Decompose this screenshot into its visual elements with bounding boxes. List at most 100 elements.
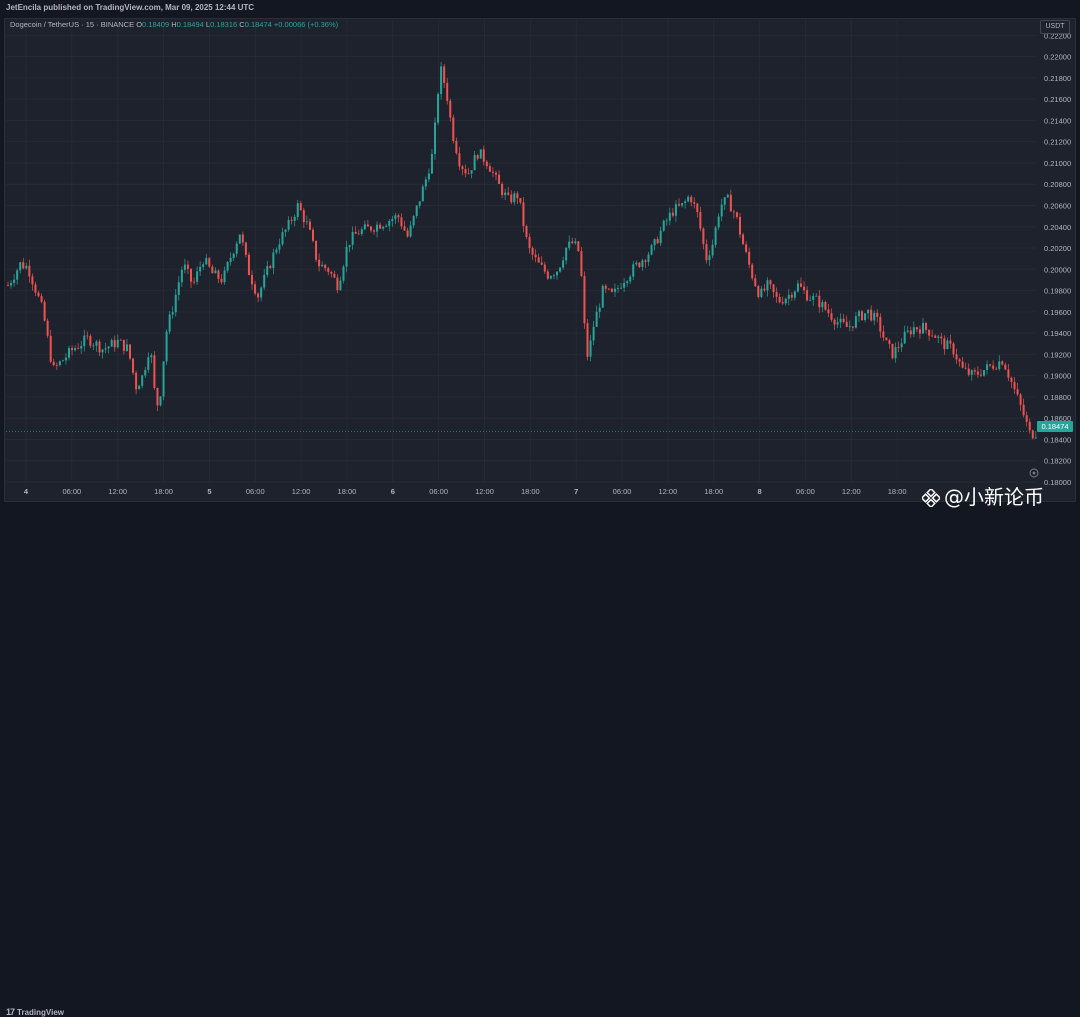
candle-body bbox=[19, 262, 22, 271]
candle-body bbox=[290, 220, 293, 221]
candle-body bbox=[882, 331, 885, 338]
candle-body bbox=[653, 239, 656, 246]
candle-body bbox=[162, 361, 165, 397]
candle-body bbox=[275, 249, 278, 253]
y-tick-label: 0.18000 bbox=[1044, 478, 1071, 487]
watermark: @小新论币 bbox=[922, 481, 1044, 510]
candle-body bbox=[592, 326, 595, 341]
candle-body bbox=[674, 204, 677, 216]
candle-body bbox=[369, 226, 372, 231]
candle-body bbox=[873, 312, 876, 321]
candle-body bbox=[650, 245, 653, 255]
candle-body bbox=[434, 122, 436, 154]
candle-body bbox=[199, 266, 202, 272]
candle-body bbox=[687, 196, 690, 202]
candle-body bbox=[312, 229, 314, 241]
settings-gear-icon[interactable] bbox=[1029, 468, 1039, 478]
candle-body bbox=[516, 193, 519, 199]
candle-body bbox=[821, 302, 824, 308]
candle-body bbox=[156, 387, 159, 406]
candle-body bbox=[491, 171, 494, 173]
candle-body bbox=[101, 349, 104, 353]
currency-button[interactable]: USDT bbox=[1040, 20, 1070, 34]
y-tick-label: 0.20400 bbox=[1044, 223, 1071, 232]
candle-body bbox=[400, 217, 403, 227]
candle-body bbox=[470, 170, 473, 174]
candle-body bbox=[754, 278, 757, 287]
candle-body bbox=[28, 265, 31, 277]
candle-body bbox=[437, 94, 440, 123]
candle-body bbox=[376, 224, 379, 232]
x-axis-labels: 4 06:00 12:00 18:00 5 06:00 12:00 18:00 6 06:00 12… bbox=[24, 487, 907, 496]
candle-body bbox=[900, 343, 903, 348]
candle-body bbox=[909, 330, 912, 335]
candle-body bbox=[202, 264, 205, 267]
legend-open-label: O bbox=[136, 20, 143, 29]
y-tick-label: 0.21800 bbox=[1044, 74, 1071, 83]
y-tick-label: 0.20000 bbox=[1044, 265, 1071, 274]
candle-body bbox=[382, 226, 385, 229]
candle-body bbox=[626, 281, 629, 284]
candle-body bbox=[415, 205, 418, 216]
x-tick-label: 18:00 bbox=[521, 487, 540, 496]
candle-body bbox=[217, 270, 220, 279]
candle-body bbox=[717, 216, 720, 228]
y-tick-label: 0.20600 bbox=[1044, 201, 1071, 210]
candle-body bbox=[107, 346, 110, 349]
candle-body bbox=[711, 244, 714, 256]
candle-body bbox=[781, 302, 784, 304]
candlestick-chart[interactable]: 0.22200 0.22000 0.21800 0.21600 0.21400 0.212… bbox=[0, 0, 1080, 520]
candle-body bbox=[705, 244, 708, 261]
candle-body bbox=[577, 241, 580, 252]
candle-body bbox=[1019, 394, 1022, 405]
candle-body bbox=[857, 311, 860, 317]
candle-body bbox=[915, 327, 918, 330]
candle-body bbox=[690, 196, 693, 203]
candle-body bbox=[793, 291, 796, 298]
candle-body bbox=[464, 169, 467, 174]
candle-body bbox=[769, 280, 772, 285]
candle-body bbox=[110, 340, 113, 347]
candle-body bbox=[360, 229, 363, 235]
y-tick-label: 0.19000 bbox=[1044, 372, 1071, 381]
candle-body bbox=[986, 364, 989, 371]
candle-body bbox=[144, 369, 147, 376]
candle-body bbox=[193, 281, 196, 283]
candle-body bbox=[296, 203, 299, 217]
candle-body bbox=[379, 224, 382, 229]
candle-body bbox=[89, 336, 92, 346]
candle-body bbox=[299, 203, 302, 211]
y-tick-label: 0.18400 bbox=[1044, 435, 1071, 444]
candle-body bbox=[440, 66, 443, 95]
candle-body bbox=[1013, 381, 1016, 390]
candle-body bbox=[83, 335, 86, 346]
x-tick-label: 12:00 bbox=[475, 487, 494, 496]
candle-body bbox=[861, 311, 863, 321]
legend: Dogecoin / TetherUS · 15 · BINANCE O0.18… bbox=[10, 20, 338, 29]
candle-body bbox=[522, 202, 525, 226]
candle-body bbox=[1031, 430, 1034, 439]
candle-body bbox=[455, 140, 458, 154]
candle-body bbox=[287, 220, 290, 230]
y-tick-label: 0.19600 bbox=[1044, 308, 1071, 317]
candle-body bbox=[510, 194, 513, 203]
candle-body bbox=[833, 319, 836, 325]
candle-body bbox=[958, 359, 961, 362]
legend-low-label: L bbox=[205, 20, 211, 29]
candle-body bbox=[534, 254, 537, 258]
candle-body bbox=[174, 294, 177, 313]
candle-body bbox=[119, 339, 122, 341]
candle-body bbox=[80, 345, 83, 349]
legend-high: 0.18494 bbox=[176, 20, 204, 29]
candle-body bbox=[190, 268, 192, 282]
candle-body bbox=[745, 244, 748, 252]
legend-open: 0.18409 bbox=[142, 20, 170, 29]
candle-body bbox=[430, 153, 433, 174]
candle-body bbox=[391, 219, 394, 222]
tradingview-logo[interactable]: 17 TradingView bbox=[6, 1007, 64, 1017]
candle-body bbox=[1022, 404, 1025, 416]
candle-body bbox=[333, 273, 336, 278]
candle-body bbox=[238, 234, 241, 244]
candle-body bbox=[668, 212, 671, 221]
x-tick-label: 5 bbox=[207, 487, 211, 496]
